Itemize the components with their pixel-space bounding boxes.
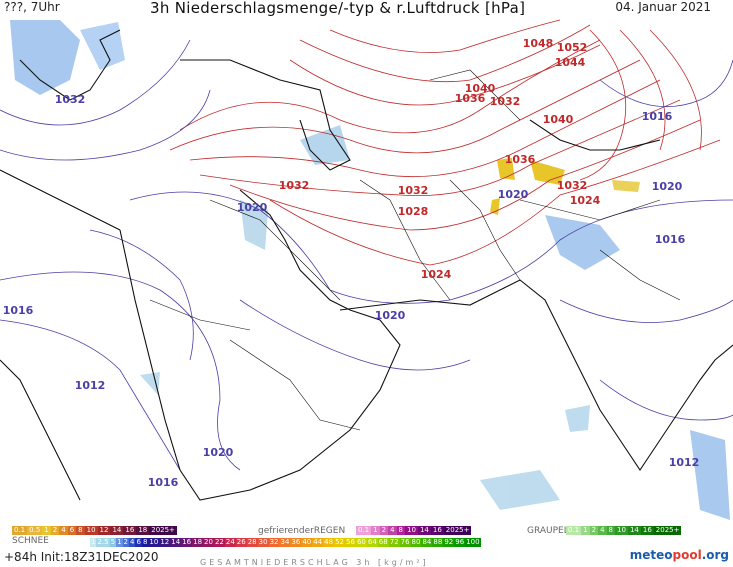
- snow-scale-step: 48: [323, 538, 335, 547]
- isobar-label-low: 1012: [75, 379, 106, 392]
- isobar-label-low: 1032: [55, 93, 86, 106]
- map-title: 3h Niederschlagsmenge/-typ & r.Luftdruck…: [150, 0, 526, 17]
- snow-scale-step: 4: [129, 538, 136, 547]
- snow-scale-step: 40: [301, 538, 313, 547]
- isobar-label-low: 1020: [237, 201, 268, 214]
- snow-scale-step: 56: [345, 538, 356, 547]
- isobar-label-low: 1012: [669, 456, 700, 469]
- isobar-label-high: 1032: [398, 184, 429, 197]
- snow-scale-step: 52: [334, 538, 346, 547]
- snow-scale-step: 14: [170, 538, 182, 547]
- snow-scale-step: 76: [399, 538, 411, 547]
- isobar-label-low: 1016: [3, 304, 34, 317]
- snow-scale-step: 12: [159, 538, 171, 547]
- snow-scale-step: 22: [213, 538, 225, 547]
- isobar-label-high: 1032: [557, 179, 588, 192]
- snow-scale-step: 34: [279, 538, 291, 547]
- snow-scale-step: 10: [148, 538, 160, 547]
- snow-scale-step: 92: [443, 538, 455, 547]
- snow-scale-step: 36: [290, 538, 302, 547]
- snow-scale-step: 68: [377, 538, 389, 547]
- rain-scale: 0.1 0.5 1 2 4 6 8 10 12 14 16 18 2025+: [12, 526, 177, 535]
- legend: 0.1 0.5 1 2 4 6 8 10 12 14 16 18 2025+ g…: [0, 522, 733, 567]
- isobar-label-low: 1020: [498, 188, 529, 201]
- snow-scale-step: 32: [268, 538, 280, 547]
- snow-scale-step: 16: [181, 538, 193, 547]
- snow-scale-step: 44: [312, 538, 324, 547]
- isobar-label-low: 1016: [148, 476, 179, 489]
- snow-scale-step: 6: [135, 538, 142, 547]
- isobar-label-high: 1040: [465, 82, 496, 95]
- isobar-label-high: 1036: [455, 92, 486, 105]
- isobar-label-low: 1016: [642, 110, 673, 123]
- snow-scale-step: 1: [116, 538, 123, 547]
- isobar-label-high: 1040: [543, 113, 574, 126]
- isobar-label-high: 1044: [555, 56, 586, 69]
- isobar-label-high: 1024: [570, 194, 601, 207]
- snow-scale-step: 100: [465, 538, 481, 547]
- snow-scale-step: 5: [109, 538, 117, 547]
- graupel-label: GRAUPEL: [527, 526, 569, 536]
- snow-scale-step: 26: [235, 538, 247, 547]
- isobar-label-high: 1036: [505, 153, 536, 166]
- snow-label: SCHNEE: [12, 536, 49, 546]
- isobar-label-high: 1048: [523, 37, 554, 50]
- snow-scale-step: 80: [410, 538, 422, 547]
- isobar-label-high: 1032: [279, 179, 310, 192]
- isobar-label-low: 1020: [375, 309, 406, 322]
- isobar-label-low: 1016: [655, 233, 686, 246]
- snow-scale-step: 2: [122, 538, 130, 547]
- snow-scale-step: 20: [203, 538, 214, 547]
- snow-scale-step: 2.5: [96, 538, 110, 547]
- snow-scale-step: 1: [90, 538, 97, 547]
- coastlines: [0, 29, 733, 501]
- snow-scale-step: 8: [141, 538, 149, 547]
- run-init-label: +84h Init:18Z31DEC2020: [4, 550, 159, 564]
- isobars-low: [0, 39, 733, 471]
- snow-scale-step: 96: [454, 538, 466, 547]
- isobar-label-low: 1020: [203, 446, 234, 459]
- snow-scale-step: 84: [421, 538, 433, 547]
- freezing-rain-scale: 0.1 1 2 4 8 10 14 16 2025+: [356, 526, 472, 535]
- snow-scale-step: 64: [366, 538, 378, 547]
- meteopool-logo[interactable]: meteopool.org: [629, 548, 729, 562]
- isobar-label-high: 1032: [490, 95, 521, 108]
- isobar-label-high: 1052: [557, 41, 588, 54]
- snow-scale: 1 2.5 5 1 2 4 6 8 10 12 14 16 18 20 22 24 26 28 30 32 34 36 40…: [90, 538, 481, 547]
- snow-scale-step: 30: [257, 538, 269, 547]
- freezing-rain-label: gefrierenderREGEN: [258, 526, 346, 536]
- isobar-label-low: 1020: [652, 180, 683, 193]
- total-precip-label: GESAMTNIEDERSCHLAG 3h [kg/m²]: [200, 558, 429, 567]
- forecast-date: 04. Januar 2021: [615, 0, 711, 14]
- country-borders: [149, 69, 681, 431]
- isobar-labels-low: 1032 1016 1020 1020 1020 1016 1016 1020 1012 1020…: [3, 93, 700, 489]
- isobars-high: [169, 19, 721, 266]
- snow-scale-step: 18: [192, 538, 204, 547]
- snow-scale-step: 28: [246, 538, 258, 547]
- snow-scale-step: 88: [432, 538, 444, 547]
- isobar-label-high: 1024: [421, 268, 452, 281]
- snow-scale-step: 60: [355, 538, 367, 547]
- snow-scale-step: 24: [224, 538, 236, 547]
- graupel-scale: 0.1 1 2 4 8 10 14 16 2025+: [566, 526, 682, 535]
- valid-time-label: ???, 7Uhr: [4, 0, 60, 14]
- snow-scale-step: 72: [388, 538, 400, 547]
- isobar-label-high: 1028: [398, 205, 429, 218]
